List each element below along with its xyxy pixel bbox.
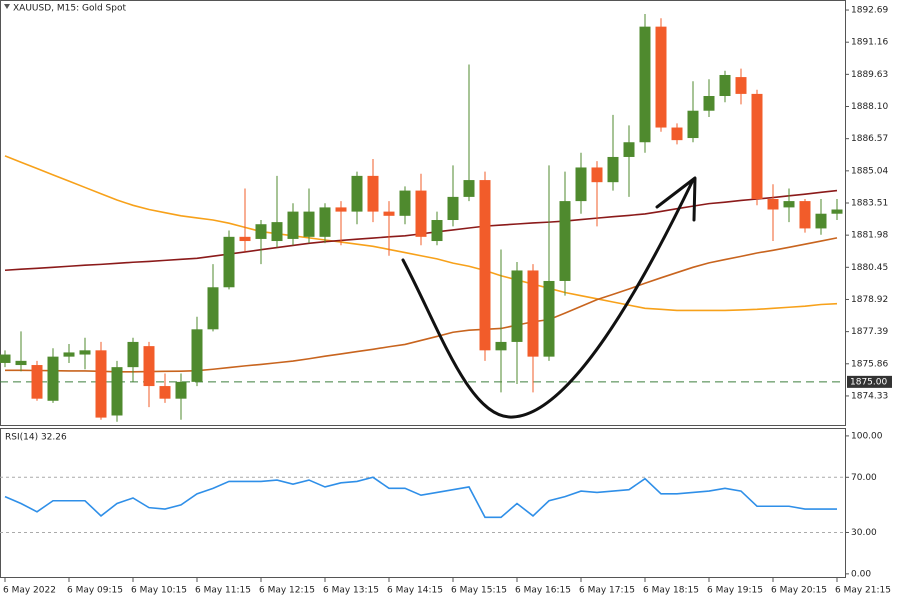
x-tick-label: 6 May 09:15 (67, 586, 123, 596)
x-tick-label: 6 May 21:15 (835, 586, 891, 596)
x-tick-label: 6 May 2022 (3, 586, 56, 596)
candle-body (367, 175, 379, 212)
y-tick-label: 1877.39 (851, 327, 888, 337)
candle-body (719, 74, 731, 97)
candle-body (47, 356, 59, 401)
candle-body (319, 207, 331, 237)
candle-body (687, 110, 699, 139)
candle-body (0, 354, 11, 363)
candle-body (639, 26, 651, 143)
price-panel (0, 0, 846, 426)
y-tick-label: 1889.63 (851, 70, 888, 80)
candle-body (511, 270, 523, 342)
x-tick-label: 6 May 17:15 (579, 586, 635, 596)
x-tick-label: 6 May 10:15 (131, 586, 187, 596)
indicator-line (4, 476, 837, 519)
candle-body (399, 190, 411, 216)
candle-body (287, 211, 299, 239)
x-tick-label: 6 May 19:15 (707, 586, 763, 596)
candle-body (143, 346, 155, 387)
x-tick-label: 6 May 12:15 (259, 586, 315, 596)
x-tick-label: 6 May 14:15 (387, 586, 443, 596)
y-tick-label: 0.00 (851, 569, 871, 579)
candle-body (815, 213, 827, 229)
y-tick-label: 1883.51 (851, 198, 888, 208)
rsi-panel (0, 428, 846, 578)
candle-body (495, 341, 507, 351)
x-tick-label: 6 May 16:15 (515, 586, 571, 596)
candle-body (239, 236, 251, 242)
candle-body (79, 350, 91, 355)
candle-body (479, 180, 491, 351)
x-tick-label: 6 May 15:15 (451, 586, 507, 596)
candle-body (63, 352, 75, 357)
annotation-arrow (401, 178, 695, 419)
candle-body (543, 280, 555, 357)
candle-body (767, 198, 779, 210)
candle-body (383, 211, 395, 216)
candle-body (255, 224, 267, 239)
candle-body (31, 365, 43, 399)
y-tick-label: 1875.86 (851, 359, 888, 369)
price-frame (0, 0, 846, 426)
candle-body (591, 167, 603, 183)
candle-body (751, 93, 763, 199)
y-tick-label: 1892.69 (851, 6, 888, 16)
candle-body (447, 196, 459, 221)
candle-body (191, 329, 203, 382)
y-tick-label: 1891.16 (851, 38, 888, 48)
candle-body (335, 207, 347, 212)
annotation-arrowhead (655, 176, 697, 222)
y-tick-label: 1886.57 (851, 134, 888, 144)
candle-body (527, 270, 539, 357)
candle-body (559, 201, 571, 281)
candle-body (159, 386, 171, 399)
y-tick-label: 1881.98 (851, 231, 888, 241)
x-tick-label: 6 May 11:15 (195, 586, 251, 596)
rsi-title: RSI(14) 32.26 (5, 433, 67, 443)
y-tick-label: 1888.10 (851, 102, 888, 112)
rsi-frame (0, 428, 846, 578)
y-tick-label: 70.00 (851, 473, 877, 483)
y-tick-label: 1878.92 (851, 295, 888, 305)
candle-body (207, 287, 219, 330)
candle-body (111, 367, 123, 416)
y-tick-label: 1880.45 (851, 263, 888, 273)
candle-body (799, 201, 811, 229)
symbol-icon (4, 4, 10, 9)
indicator-line (4, 155, 838, 312)
candle-body (271, 222, 283, 242)
x-tick-label: 6 May 18:15 (643, 586, 699, 596)
y-tick-label: 30.00 (851, 528, 877, 538)
candle-body (831, 209, 843, 214)
candle-body (607, 156, 619, 183)
candle-body (703, 96, 715, 111)
level-label-box (847, 375, 892, 388)
candle-body (351, 175, 363, 212)
candle-body (575, 167, 587, 202)
level-label: 1875.00 (850, 377, 887, 387)
candle-body (15, 360, 27, 366)
x-tick-label: 6 May 20:15 (771, 586, 827, 596)
candle-body (303, 211, 315, 237)
candle-body (735, 77, 747, 94)
x-tick-label: 6 May 13:15 (323, 586, 379, 596)
y-tick-label: 1885.04 (851, 166, 888, 176)
candle-body (415, 190, 427, 237)
y-tick-label: 1874.33 (851, 391, 888, 401)
candle-body (783, 201, 795, 208)
candle-body (671, 127, 683, 141)
candle-body (623, 142, 635, 157)
candle-body (431, 220, 443, 242)
candle-body (95, 350, 107, 418)
chart-title: XAUUSD, M15: Gold Spot (13, 4, 126, 14)
candle-body (463, 180, 475, 197)
candle-body (655, 26, 667, 128)
candle-body (175, 381, 187, 399)
candle-body (223, 236, 235, 288)
candle-body (127, 341, 139, 368)
y-tick-label: 100.00 (851, 431, 883, 441)
